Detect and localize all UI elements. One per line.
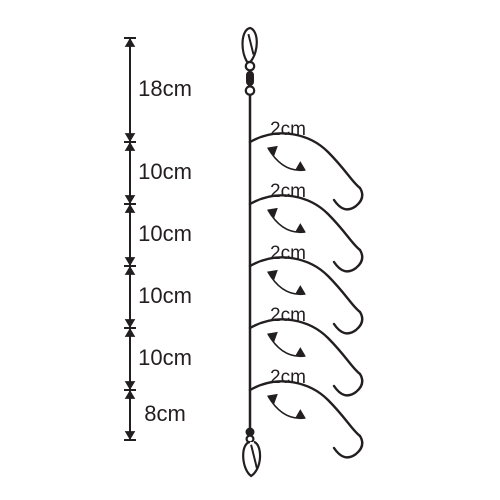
swing-arrowhead xyxy=(296,410,305,418)
segment-label: 10cm xyxy=(138,345,192,370)
segment-label: 8cm xyxy=(144,401,186,426)
segment-label: 18cm xyxy=(138,76,192,101)
branch-label: 2cm xyxy=(270,367,306,388)
swivel-ring-top xyxy=(246,62,254,70)
branch-label: 2cm xyxy=(270,119,306,140)
branch-label: 2cm xyxy=(270,305,306,326)
branch-label: 2cm xyxy=(270,181,306,202)
dimension-arrowhead xyxy=(126,320,135,327)
dimension-arrowhead xyxy=(126,267,135,274)
dimension-arrowhead xyxy=(126,391,135,398)
bottom-clip-ring xyxy=(247,436,254,443)
dimension-arrowhead xyxy=(126,205,135,212)
dimension-arrowhead xyxy=(126,382,135,389)
top-snap-clip xyxy=(243,28,257,62)
dimension-arrowhead xyxy=(126,329,135,336)
dimension-arrowhead xyxy=(126,196,135,203)
swing-arrowhead xyxy=(296,286,305,294)
dimension-arrowhead xyxy=(126,258,135,265)
dimension-arrowhead xyxy=(126,432,135,439)
dimension-arrowhead xyxy=(126,39,135,46)
segment-label: 10cm xyxy=(138,159,192,184)
swivel-ring-bottom xyxy=(246,86,254,94)
dimension-arrowhead xyxy=(126,134,135,141)
segment-label: 10cm xyxy=(138,283,192,308)
branch-label: 2cm xyxy=(270,243,306,264)
dimension-arrowhead xyxy=(126,143,135,150)
swing-arrowhead xyxy=(296,162,305,170)
swing-arrowhead xyxy=(296,224,305,232)
swivel-barrel xyxy=(247,71,254,85)
swing-arrowhead xyxy=(296,348,305,356)
segment-label: 10cm xyxy=(138,221,192,246)
branch-hook xyxy=(250,381,362,457)
